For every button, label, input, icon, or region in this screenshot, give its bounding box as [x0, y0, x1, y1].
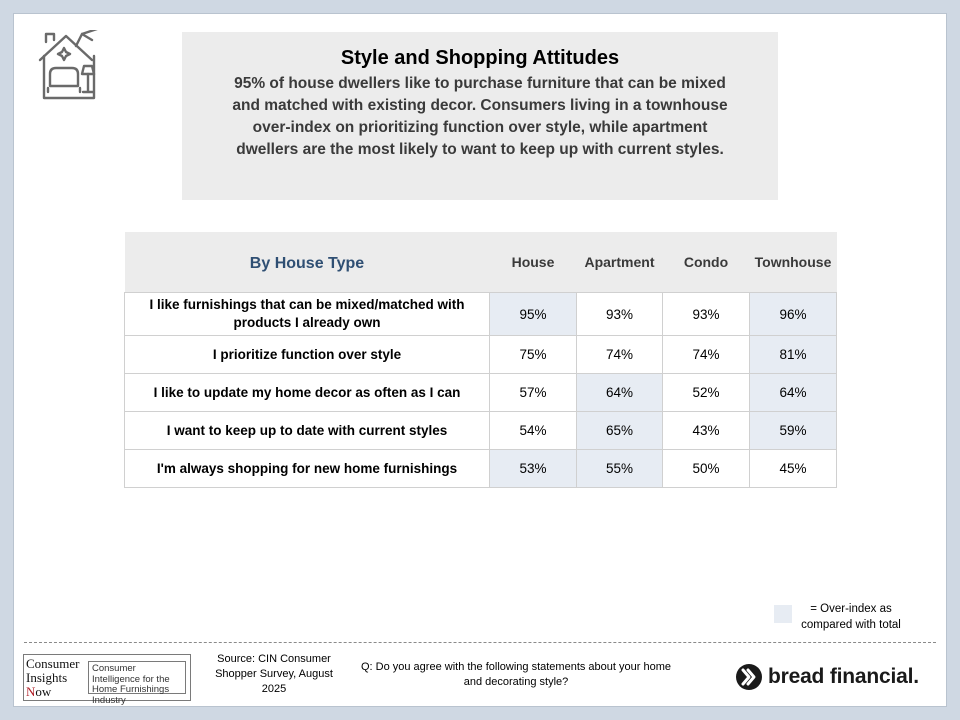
footer-divider: [24, 642, 936, 643]
value-cell: 74%: [576, 335, 663, 374]
value-cell: 95%: [489, 292, 577, 336]
column-header-apartment: Apartment: [576, 232, 663, 293]
legend-text: = Over-index as compared with total: [801, 603, 901, 631]
row-label: I want to keep up to date with current s…: [124, 411, 490, 450]
cin-logo-line2: Insights: [26, 670, 68, 685]
table-row: I like furnishings that can be mixed/mat…: [124, 292, 837, 336]
source-note: Source: CIN Consumer Shopper Survey, Aug…: [215, 653, 333, 695]
table-row: I like to update my home decor as often …: [124, 373, 837, 412]
page-title: Style and Shopping Attitudes: [340, 47, 620, 69]
table-row: I'm always shopping for new home furnish…: [124, 449, 837, 488]
value-cell: 64%: [576, 373, 663, 412]
column-header-house: House: [489, 232, 577, 293]
value-cell: 64%: [749, 373, 837, 412]
row-label: I like furnishings that can be mixed/mat…: [124, 292, 490, 336]
house-decor-icon: [38, 30, 98, 100]
page-subtitle: 95% of house dwellers like to purchase f…: [232, 75, 728, 158]
value-cell: 59%: [749, 411, 837, 450]
table-row: I prioritize function over style 75% 74%…: [124, 335, 837, 374]
value-cell: 57%: [489, 373, 577, 412]
cin-logo-line3-rest: ow: [35, 684, 52, 699]
cin-logo-line3: Now: [26, 685, 88, 699]
brand-name: bread financial.: [768, 665, 919, 688]
bread-financial-mark-icon: [736, 664, 762, 690]
question-note: Q: Do you agree with the following state…: [360, 661, 671, 688]
legend-swatch: [774, 605, 792, 623]
row-label: I'm always shopping for new home furnish…: [124, 449, 490, 488]
value-cell: 52%: [662, 373, 750, 412]
table-row: I want to keep up to date with current s…: [124, 411, 837, 450]
house-type-table: By House Type House Apartment Condo Town…: [124, 232, 837, 488]
cin-logo: Consumer Insights Now Consumer Intellige…: [23, 654, 191, 705]
value-cell: 93%: [576, 292, 663, 336]
value-cell: 96%: [749, 292, 837, 336]
column-header-townhouse: Townhouse: [749, 232, 837, 293]
value-cell: 53%: [489, 449, 577, 488]
cin-logo-wordmark: Consumer Insights Now: [24, 655, 88, 700]
cin-logo-initial: N: [26, 684, 36, 699]
value-cell: 43%: [662, 411, 750, 450]
table-header-row: By House Type House Apartment Condo Town…: [124, 232, 837, 293]
cin-logo-tagline: Consumer Intelligence for the Home Furni…: [88, 661, 186, 705]
group-label: By House Type: [124, 232, 490, 293]
header-box: Style and Shopping Attitudes 95% of hous…: [182, 32, 778, 200]
value-cell: 45%: [749, 449, 837, 488]
value-cell: 54%: [489, 411, 577, 450]
row-label: I like to update my home decor as often …: [124, 373, 490, 412]
value-cell: 65%: [576, 411, 663, 450]
value-cell: 50%: [662, 449, 750, 488]
cin-logo-line1: Consumer: [26, 656, 80, 671]
row-label: I prioritize function over style: [124, 335, 490, 374]
value-cell: 75%: [489, 335, 577, 374]
value-cell: 81%: [749, 335, 837, 374]
column-header-condo: Condo: [662, 232, 750, 293]
bread-financial-logo: bread financial.: [735, 661, 919, 693]
value-cell: 74%: [662, 335, 750, 374]
value-cell: 93%: [662, 292, 750, 336]
value-cell: 55%: [576, 449, 663, 488]
